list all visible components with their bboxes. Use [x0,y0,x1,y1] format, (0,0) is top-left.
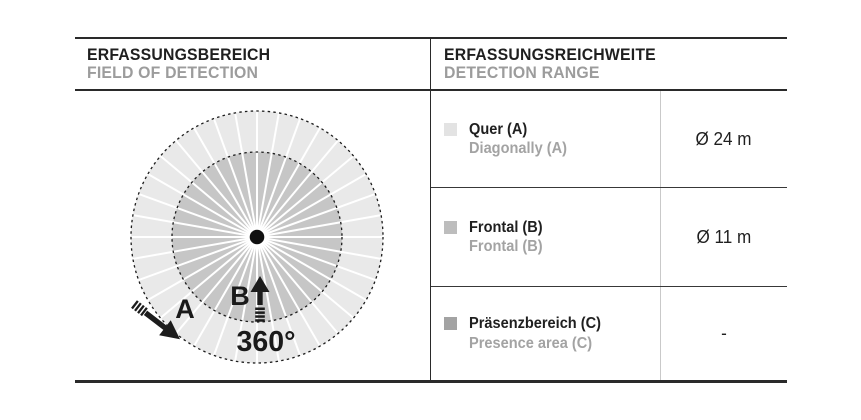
range-label-cell: Frontal (B) Frontal (B) [431,188,660,286]
range-label-de: Präsenzbereich (C) [469,315,601,332]
sector-spoke [159,236,258,319]
range-value-cell: Ø 11 m [660,188,787,286]
left-panel-subtitle: FIELD OF DETECTION [87,63,259,82]
sector-spoke [256,139,339,238]
left-panel-header: ERFASSUNGSBEREICH FIELD OF DETECTION [87,46,270,82]
rotation-angle-label: 360° [237,326,296,358]
sector-spoke [132,214,258,238]
range-label-cell: Quer (A) Diagonally (A) [431,91,660,187]
table-row: Quer (A) Diagonally (A) Ø 24 m [431,91,787,188]
sector-spoke [193,127,258,238]
sector-spoke [256,192,376,238]
inner-zone-outline [171,151,343,323]
sector-spoke [234,112,258,238]
range-label-cell: Präsenzbereich (C) Presence area (C) [431,287,660,380]
sector-spoke [234,236,258,362]
range-label-en: Diagonally (A) [469,140,567,157]
range-value: Ø 24 m [695,128,753,149]
sector-spoke [138,192,258,238]
right-panel-header: ERFASSUNGSREICHWEITE DETECTION RANGE [444,46,656,82]
sector-spoke [147,236,258,301]
sector-spoke [256,236,339,335]
sector-spoke [147,173,258,238]
detection-range-table: Quer (A) Diagonally (A) Ø 24 m Frontal (… [431,91,787,380]
sector-spoke [159,155,258,238]
range-label-en: Presence area (C) [469,334,593,352]
right-panel-title: ERFASSUNGSREICHWEITE [444,45,656,64]
range-label-en: Frontal (B) [469,238,543,255]
table-row: Frontal (B) Frontal (B) Ø 11 m [431,188,787,287]
sector-spoke [256,236,367,301]
sector-spoke [256,236,382,260]
sector-spoke [212,118,258,238]
outer-zone-outline [130,110,384,364]
table-row: Präsenzbereich (C) Presence area (C) - [431,287,787,380]
sector-spoke [256,127,321,238]
zone-a-swatch-icon [444,122,457,136]
range-value-cell: - [660,287,787,380]
sector-spoke [175,236,258,335]
range-label-de: Quer (A) [469,120,528,138]
arrow-b-icon [250,276,270,322]
left-panel-title: ERFASSUNGSBEREICH [87,45,271,64]
zone-a-label: A [175,294,195,324]
sector-spoke [256,118,302,238]
right-panel-subtitle: DETECTION RANGE [444,63,600,82]
sector-spoke [256,155,355,238]
sector-spoke [256,112,280,238]
sector-spoke [138,236,258,282]
range-label-de: Frontal (B) [469,218,543,236]
range-value: - [721,323,727,343]
sector-spoke [175,139,258,238]
sector-spoke [256,236,355,319]
sector-spoke [212,236,258,356]
field-of-detection-diagram: A B 360° [130,110,384,364]
sector-spoke [256,214,382,238]
zone-b-label: B [230,281,250,311]
arrow-a-icon [131,300,181,340]
sector-spoke [256,236,321,347]
zone-b-swatch-icon [444,220,457,234]
sensor-center-dot [249,229,265,245]
sector-spoke [193,236,258,347]
panel-divider [429,37,432,383]
range-value-cell: Ø 24 m [660,91,787,187]
sector-spoke [132,236,258,260]
sector-spoke [256,236,280,362]
zone-c-swatch-icon [444,317,457,330]
range-value: Ø 11 m [696,226,752,247]
sector-spoke [256,236,302,356]
sector-spoke [256,173,367,238]
sector-spoke [256,236,376,282]
